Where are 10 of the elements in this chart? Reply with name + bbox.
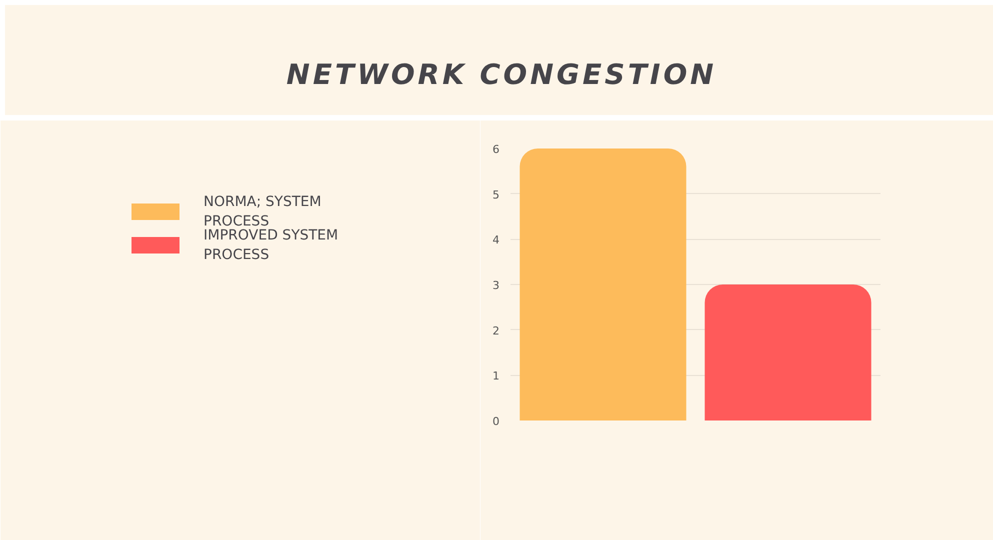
y-tick-label: 1	[492, 370, 500, 383]
chart-title: NETWORK CONGESTION	[286, 57, 717, 93]
y-tick-label: 6	[492, 143, 500, 156]
y-tick-label: 0	[492, 415, 500, 428]
y-tick-label: 2	[492, 324, 500, 338]
y-tick-label: 4	[492, 234, 500, 247]
legend-label: IMPROVED SYSTEM PROCESS	[204, 228, 338, 263]
y-tick-label: 3	[492, 279, 500, 292]
y-tick-label: 5	[492, 188, 500, 202]
legend-label: NORMA; SYSTEM PROCESS	[204, 194, 322, 230]
